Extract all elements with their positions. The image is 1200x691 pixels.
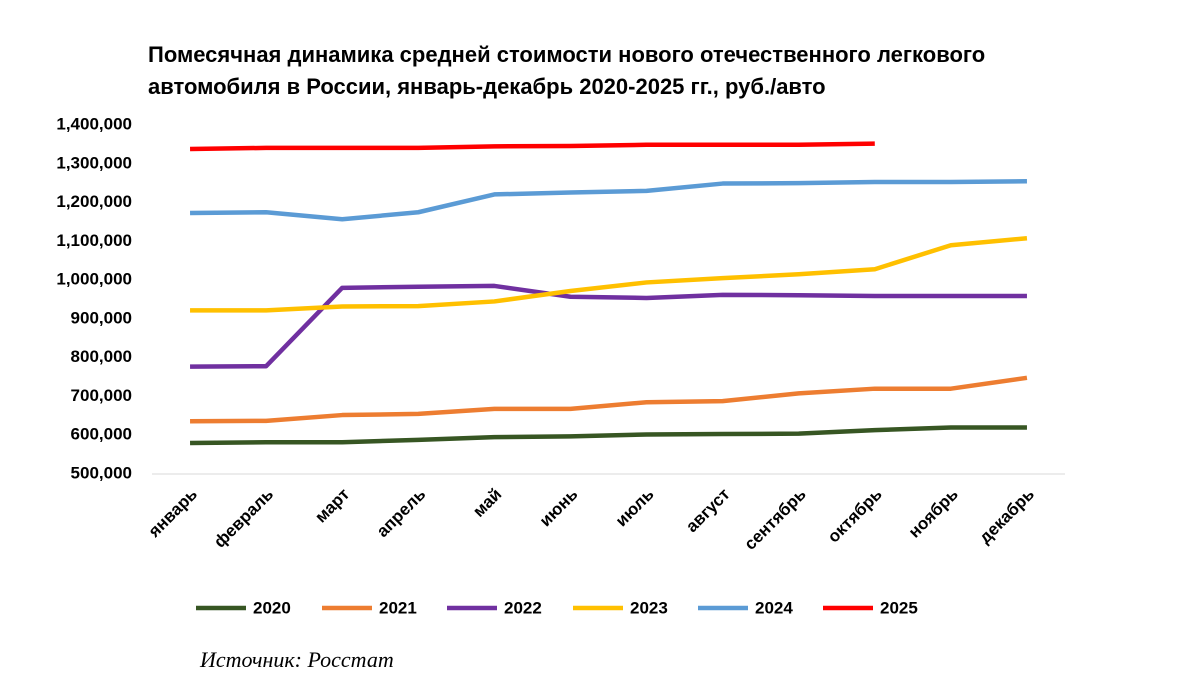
source: Источник: Росстат [199,647,394,672]
series-line [190,178,1027,222]
legend-label: 2023 [630,598,668,617]
y-tick-label: 1,000,000 [56,270,132,289]
x-tick-label: февраль [210,485,277,552]
x-tick-label: декабрь [975,485,1038,548]
series-line [190,425,1027,446]
x-tick-label: май [469,485,505,521]
series-line [190,283,1027,369]
x-tick-label: июль [612,485,658,531]
y-tick-label: 600,000 [71,425,132,444]
y-tick-label: 1,400,000 [56,114,132,133]
legend-label: 2022 [504,598,542,617]
legend-label: 2020 [253,598,291,617]
x-tick-label: апрель [373,485,429,541]
series-line [190,141,875,152]
y-tick-label: 1,200,000 [56,192,132,211]
x-tick-label: октябрь [824,485,886,547]
x-tick-label: июнь [536,485,582,531]
x-tick-label: январь [144,485,201,542]
y-tick-label: 800,000 [71,347,132,366]
x-tick-label: август [682,485,733,536]
y-tick-label: 1,100,000 [56,231,132,250]
chart-title: Помесячная динамика средней стоимости но… [148,42,985,67]
legend-label: 2021 [379,598,417,617]
y-tick-label: 1,300,000 [56,153,132,172]
y-tick-label: 900,000 [71,308,132,327]
series-line [190,375,1028,424]
x-tick-label: ноябрь [905,485,962,542]
series-line [190,235,1028,313]
legend-label: 2025 [880,598,918,617]
x-tick-label: сентябрь [741,485,810,554]
chart-title-line: автомобиля в России, январь-декабрь 2020… [148,74,826,99]
legend-label: 2024 [755,598,793,617]
y-tick-label: 700,000 [71,386,132,405]
y-tick-label: 500,000 [71,463,132,482]
x-tick-label: март [311,485,353,527]
